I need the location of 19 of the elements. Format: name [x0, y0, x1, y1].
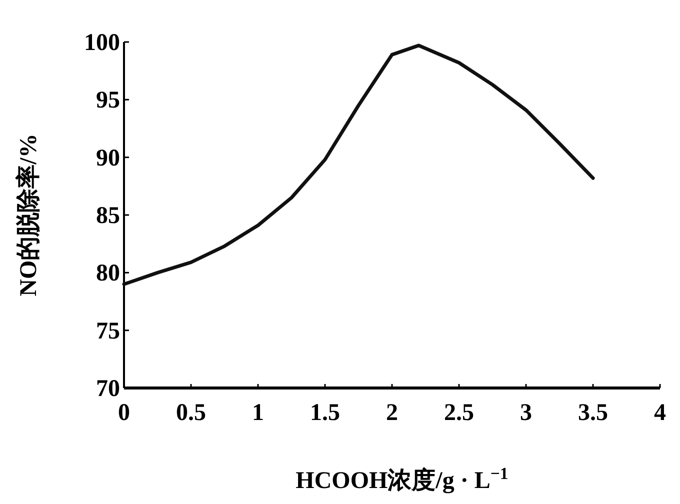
x-axis-title: HCOOH浓度/g · L$^{−1}$: [296, 464, 508, 494]
x-tick-label: 3: [520, 400, 532, 426]
y-tick-label: 90: [96, 145, 120, 172]
x-tick-label: 1.5: [310, 400, 340, 426]
x-tick-label: 0.5: [176, 400, 206, 426]
x-tick-label: 4: [654, 400, 666, 426]
line-series: [122, 44, 595, 286]
x-tick-label: 2.5: [444, 400, 474, 426]
x-tick-label: 2: [386, 400, 398, 426]
x-tick-label: 3.5: [578, 400, 608, 426]
y-tick-label: 100: [84, 30, 120, 56]
y-tick-label: 95: [96, 88, 120, 114]
y-tick-label: 80: [96, 260, 120, 287]
y-tick-label: 85: [96, 203, 120, 229]
y-axis-title: NO的脱除率/%: [15, 134, 42, 296]
y-tick-label: 75: [96, 318, 120, 344]
x-tick-label: 1: [252, 400, 264, 426]
y-tick-label: 70: [96, 376, 120, 402]
x-tick-label: 0: [118, 400, 130, 426]
